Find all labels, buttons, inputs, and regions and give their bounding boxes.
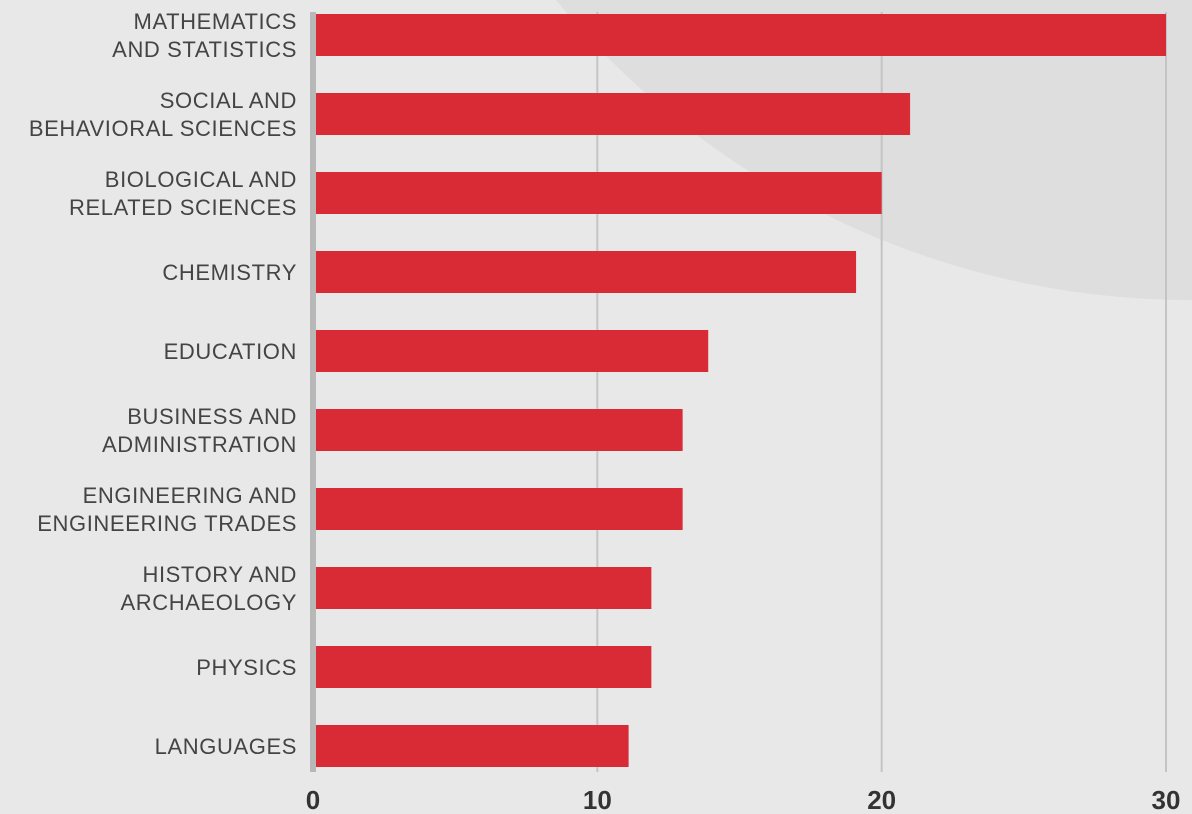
category-label-3: CHEMISTRY <box>162 260 297 285</box>
category-label-line: ENGINEERING AND <box>83 483 297 508</box>
category-label-line: PHYSICS <box>196 655 297 680</box>
bar-2 <box>316 172 882 214</box>
category-label-6: ENGINEERING AND ENGINEERING TRADES <box>37 483 297 536</box>
category-label-line: SOCIAL AND <box>160 88 297 113</box>
category-label-2: BIOLOGICAL AND RELATED SCIENCES <box>69 167 297 220</box>
category-label-line: LANGUAGES <box>155 734 297 759</box>
category-label-line: BIOLOGICAL AND <box>105 167 297 192</box>
x-tick-label-20: 20 <box>867 785 896 814</box>
gridlines <box>596 12 1167 772</box>
x-tick-label-10: 10 <box>583 785 612 814</box>
category-labels: MATHEMATICS AND STATISTICS SOCIAL AND BEHAV… <box>29 9 297 759</box>
category-label-line: RELATED SCIENCES <box>69 195 297 220</box>
bar-3 <box>316 251 857 293</box>
category-label-line: ENGINEERING TRADES <box>37 511 297 536</box>
bar-8 <box>316 646 652 688</box>
bar-9 <box>316 725 629 767</box>
bar-6 <box>316 488 683 530</box>
category-label-line: ADMINISTRATION <box>102 432 297 457</box>
category-label-1: SOCIAL AND BEHAVIORAL SCIENCES <box>29 88 297 141</box>
category-label-line: HISTORY AND <box>142 562 297 587</box>
category-label-8: PHYSICS <box>196 655 297 680</box>
category-label-line: EDUCATION <box>164 339 297 364</box>
category-label-5: BUSINESS AND ADMINISTRATION <box>102 404 297 457</box>
x-tick-label-30: 30 <box>1152 785 1181 814</box>
category-label-line: MATHEMATICS <box>134 9 297 34</box>
category-label-0: MATHEMATICS AND STATISTICS <box>112 9 297 62</box>
bar-1 <box>316 93 911 135</box>
background-decoration <box>556 0 1192 300</box>
bar-7 <box>316 567 652 609</box>
bars <box>316 14 1166 767</box>
decor-arc <box>556 0 1192 300</box>
category-label-line: AND STATISTICS <box>112 37 297 62</box>
y-axis-line <box>310 12 316 772</box>
x-tick-labels: 0 10 20 30 <box>306 785 1181 814</box>
category-label-line: ARCHAEOLOGY <box>120 590 297 615</box>
bar-5 <box>316 409 683 451</box>
bar-4 <box>316 330 709 372</box>
category-label-9: LANGUAGES <box>155 734 297 759</box>
category-label-line: CHEMISTRY <box>162 260 297 285</box>
category-label-line: BUSINESS AND <box>127 404 297 429</box>
bar-0 <box>316 14 1166 56</box>
category-label-line: BEHAVIORAL SCIENCES <box>29 116 297 141</box>
category-label-4: EDUCATION <box>164 339 297 364</box>
y-axis <box>310 12 316 772</box>
category-label-7: HISTORY AND ARCHAEOLOGY <box>120 562 297 615</box>
x-tick-label-0: 0 <box>306 785 320 814</box>
